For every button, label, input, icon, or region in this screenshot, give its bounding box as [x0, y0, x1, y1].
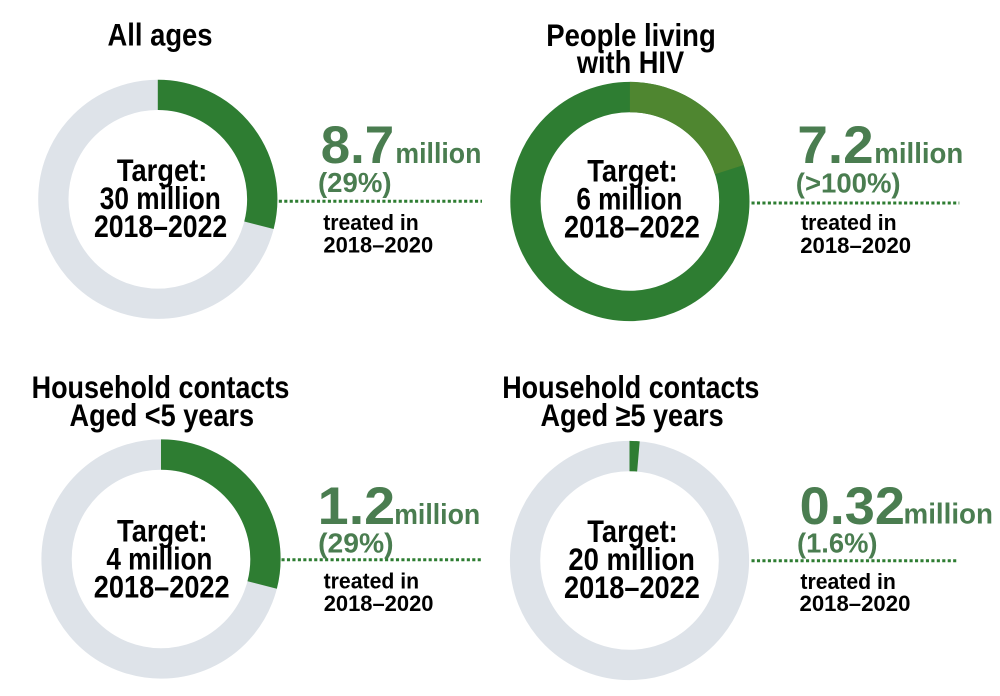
- svg-text:0.32: 0.32: [800, 477, 905, 536]
- svg-text:All ages: All ages: [108, 18, 213, 53]
- svg-text:Target:: Target:: [587, 514, 678, 549]
- svg-text:30 million: 30 million: [100, 181, 221, 216]
- svg-text:with HIV: with HIV: [576, 45, 684, 80]
- svg-text:(1.6%): (1.6%): [797, 527, 878, 558]
- svg-text:Aged ≥5 years: Aged ≥5 years: [541, 398, 724, 433]
- svg-text:2018–2020: 2018–2020: [324, 591, 434, 616]
- svg-text:2018–2020: 2018–2020: [800, 233, 911, 258]
- svg-text:Household contacts: Household contacts: [32, 370, 290, 405]
- svg-text:1.2: 1.2: [318, 477, 396, 536]
- svg-text:Household contacts: Household contacts: [502, 370, 759, 405]
- svg-text:treated in: treated in: [324, 569, 420, 594]
- svg-text:20 million: 20 million: [568, 542, 695, 577]
- svg-text:million: million: [874, 138, 963, 170]
- svg-text:2018–2022: 2018–2022: [564, 210, 700, 245]
- svg-text:8.7: 8.7: [321, 116, 395, 175]
- svg-text:million: million: [395, 138, 481, 170]
- svg-text:4 million: 4 million: [106, 542, 212, 577]
- svg-text:People living: People living: [546, 18, 716, 53]
- svg-text:(29%): (29%): [318, 527, 394, 558]
- svg-text:7.2: 7.2: [797, 116, 873, 175]
- svg-text:2018–2020: 2018–2020: [323, 233, 433, 258]
- svg-text:Target:: Target:: [117, 514, 208, 549]
- svg-text:6 million: 6 million: [576, 182, 682, 217]
- svg-text:million: million: [394, 499, 480, 531]
- svg-text:(>100%): (>100%): [796, 167, 901, 198]
- svg-text:Target:: Target:: [117, 153, 208, 188]
- svg-text:2018–2022: 2018–2022: [94, 209, 227, 244]
- svg-text:2018–2022: 2018–2022: [564, 570, 700, 605]
- svg-text:Aged <5 years: Aged <5 years: [70, 398, 255, 433]
- svg-text:Target:: Target:: [587, 154, 678, 189]
- svg-text:2018–2022: 2018–2022: [94, 570, 230, 605]
- svg-text:treated in: treated in: [800, 569, 896, 594]
- svg-text:million: million: [904, 499, 994, 531]
- svg-text:treated in: treated in: [323, 210, 419, 235]
- svg-text:2018–2020: 2018–2020: [800, 591, 911, 616]
- svg-text:(29%): (29%): [318, 167, 392, 198]
- svg-text:treated in: treated in: [801, 210, 897, 235]
